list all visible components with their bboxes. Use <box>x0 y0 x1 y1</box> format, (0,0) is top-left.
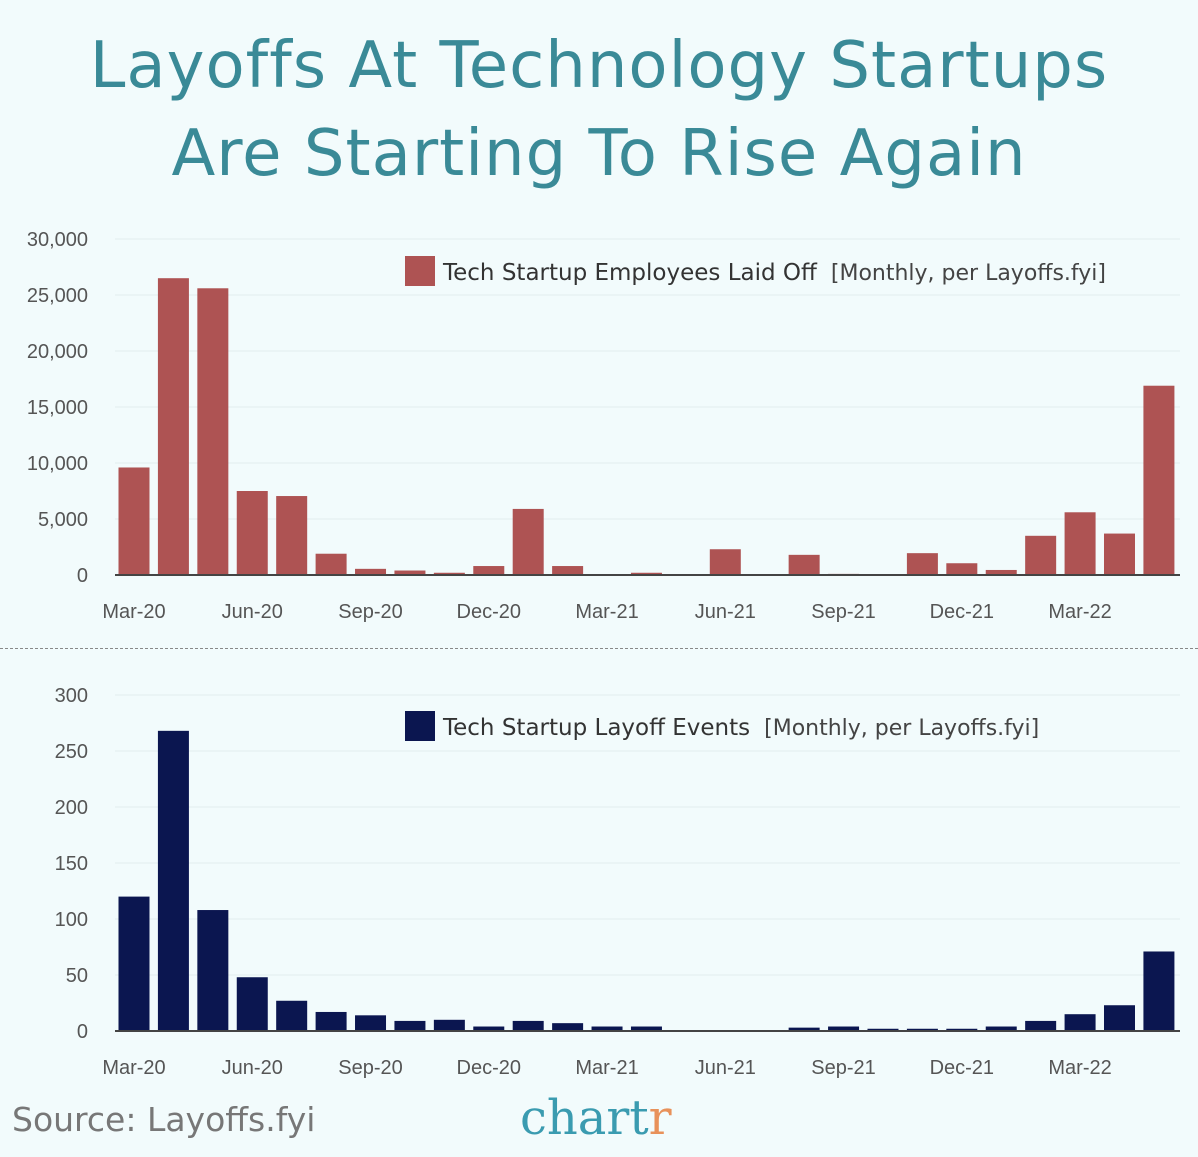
x-tick-label: Sep-21 <box>811 1057 876 1079</box>
bar-Oct-20 <box>394 1020 426 1031</box>
x-tick-label: Sep-20 <box>338 601 403 623</box>
logo-accent: r <box>648 1090 672 1146</box>
x-tick-label: Dec-21 <box>930 601 994 623</box>
bar-Oct-21 <box>867 1028 899 1031</box>
y-tick-label: 300 <box>55 685 88 707</box>
chart-title-line-2: Are Starting To Rise Again <box>171 117 1027 191</box>
bar-Dec-20 <box>473 566 505 575</box>
bar-May-20 <box>197 288 229 575</box>
bar-Feb-21 <box>552 1023 584 1031</box>
bar-Dec-20 <box>473 1026 505 1031</box>
y-tick-label: 250 <box>55 741 88 763</box>
y-tick-label: 20,000 <box>27 341 88 363</box>
bar-Jan-22 <box>985 569 1017 575</box>
bar-Sep-21 <box>828 1026 860 1031</box>
x-tick-label: Mar-22 <box>1048 1057 1111 1079</box>
legend-note: [Monthly, per Layoffs.fyi] <box>764 716 1039 741</box>
bar-Dec-21 <box>946 1028 978 1031</box>
legend-swatch <box>405 711 435 741</box>
x-tick-label: Mar-20 <box>102 601 165 623</box>
chartr-logo: chartr <box>520 1090 672 1146</box>
x-tick-label: Sep-21 <box>811 601 876 623</box>
source-note: Source: Layoffs.fyi <box>12 1100 316 1139</box>
y-tick-label: 0 <box>77 565 88 587</box>
y-tick-label: 150 <box>55 853 88 875</box>
bar-Aug-20 <box>315 553 347 575</box>
x-tick-label: Mar-22 <box>1048 601 1111 623</box>
bar-Mar-22 <box>1064 512 1096 575</box>
bar-May-22 <box>1143 951 1175 1031</box>
bar-Jun-20 <box>236 977 268 1031</box>
y-tick-label: 5,000 <box>38 509 88 531</box>
logo-main: chart <box>520 1090 649 1146</box>
y-tick-label: 10,000 <box>27 453 88 475</box>
x-tick-label: Mar-21 <box>575 1057 638 1079</box>
x-tick-label: Jun-21 <box>695 1057 756 1079</box>
x-tick-label: Sep-20 <box>338 1057 403 1079</box>
y-tick-label: 15,000 <box>27 397 88 419</box>
bar-Feb-22 <box>1025 1020 1057 1031</box>
bar-Aug-21 <box>788 554 820 575</box>
y-tick-label: 200 <box>55 797 88 819</box>
x-tick-label: Jun-21 <box>695 601 756 623</box>
x-tick-label: Jun-20 <box>222 601 283 623</box>
bar-Jun-20 <box>236 491 268 575</box>
x-tick-label: Dec-20 <box>457 601 521 623</box>
bar-Jun-21 <box>709 549 741 575</box>
x-tick-label: Dec-20 <box>457 1057 521 1079</box>
bar-Apr-21 <box>630 572 662 575</box>
bar-Jul-20 <box>276 496 308 575</box>
legend-note: [Monthly, per Layoffs.fyi] <box>831 261 1106 286</box>
bar-Dec-21 <box>946 563 978 575</box>
employees-laid-off-chart: 0 5,000 10,000 15,000 20,000 25,000 30,000 Mar-… <box>27 229 1180 623</box>
legend-label: Tech Startup Employees Laid Off <box>442 260 818 286</box>
chart-title-line-1: Layoffs At Technology Startups <box>89 29 1109 103</box>
bar-Aug-21 <box>788 1027 820 1031</box>
bar-Mar-20 <box>118 896 150 1031</box>
x-tick-label: Jun-20 <box>222 1057 283 1079</box>
bar-Jan-21 <box>512 508 544 575</box>
legend-swatch <box>405 256 435 286</box>
bar-Feb-21 <box>552 566 584 575</box>
y-tick-label: 50 <box>66 965 88 987</box>
bar-Nov-21 <box>906 1028 938 1031</box>
bar-Mar-20 <box>118 467 150 575</box>
bar-Aug-20 <box>315 1011 347 1031</box>
y-tick-label: 25,000 <box>27 285 88 307</box>
bar-Nov-20 <box>433 1019 465 1031</box>
bar-Nov-20 <box>433 572 465 575</box>
bar-Sep-20 <box>355 568 387 575</box>
bar-Apr-20 <box>157 730 189 1031</box>
y-tick-label: 100 <box>55 909 88 931</box>
chart-divider <box>0 648 1198 649</box>
bar-Nov-21 <box>906 553 938 575</box>
x-tick-label: Mar-21 <box>575 601 638 623</box>
layoff-events-chart: 0 50 100 150 200 250 300 Mar-20 Jun-20 Sep-20 Dec-… <box>55 685 1180 1079</box>
x-tick-label: Mar-20 <box>102 1057 165 1079</box>
bar-Oct-20 <box>394 570 426 575</box>
y-tick-label: 0 <box>77 1021 88 1043</box>
bar-Jan-21 <box>512 1020 544 1031</box>
bar-Jul-20 <box>276 1000 308 1031</box>
y-tick-label: 30,000 <box>27 229 88 251</box>
bar-Mar-22 <box>1064 1014 1096 1031</box>
bar-Apr-21 <box>630 1026 662 1031</box>
bar-Feb-22 <box>1025 535 1057 575</box>
bar-Apr-22 <box>1104 533 1135 575</box>
bar-Mar-21 <box>591 1026 623 1031</box>
legend-label: Tech Startup Layoff Events <box>442 715 750 741</box>
x-tick-label: Dec-21 <box>930 1057 994 1079</box>
bar-May-22 <box>1143 385 1175 575</box>
bar-Jan-22 <box>985 1026 1017 1031</box>
bar-Apr-22 <box>1104 1005 1135 1031</box>
bar-Sep-20 <box>355 1015 387 1031</box>
bar-May-20 <box>197 910 229 1031</box>
bar-Apr-20 <box>157 278 189 575</box>
